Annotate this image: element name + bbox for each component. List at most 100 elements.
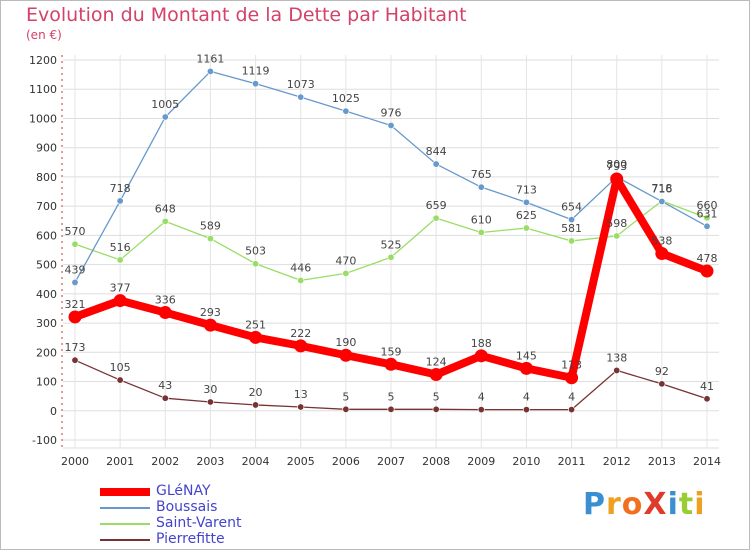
data-point <box>477 406 485 414</box>
proxiti-logo: ProXiti <box>583 487 706 522</box>
data-label: 105 <box>110 361 131 374</box>
data-point <box>339 348 353 362</box>
data-point <box>610 172 624 186</box>
data-label: 610 <box>471 213 492 226</box>
data-point <box>432 214 440 222</box>
data-point <box>432 160 440 168</box>
data-label: 654 <box>561 201 582 214</box>
y-tick-label: 900 <box>36 142 57 155</box>
x-tick-label: 2007 <box>377 455 405 468</box>
x-tick-label: 2004 <box>242 455 270 468</box>
data-label: 598 <box>606 217 627 230</box>
y-tick-label: 200 <box>36 346 57 359</box>
data-point <box>294 339 308 353</box>
data-label: 1161 <box>196 52 224 65</box>
data-label: 793 <box>606 160 627 173</box>
logo-letter: P <box>583 487 606 522</box>
data-label: 5 <box>388 390 395 403</box>
data-point <box>68 310 82 324</box>
data-label: 41 <box>700 380 714 393</box>
data-point <box>161 113 169 121</box>
data-label: 190 <box>335 336 356 349</box>
data-point <box>703 214 711 222</box>
y-tick-label: 800 <box>36 171 57 184</box>
data-point <box>252 80 260 88</box>
data-label: 30 <box>203 383 217 396</box>
chart-title: Evolution du Montant de la Dette par Hab… <box>26 4 467 26</box>
legend-swatch <box>100 488 150 496</box>
data-point <box>429 368 443 382</box>
legend-swatch <box>100 523 150 525</box>
y-tick-label: 600 <box>36 229 57 242</box>
data-label: 718 <box>651 182 672 195</box>
data-label: 446 <box>290 261 311 274</box>
data-point <box>477 228 485 236</box>
data-point <box>568 237 576 245</box>
logo-letter: i <box>667 487 679 522</box>
y-tick-label: 400 <box>36 288 57 301</box>
data-label: 145 <box>516 349 537 362</box>
data-point <box>387 405 395 413</box>
data-point <box>297 93 305 101</box>
data-point <box>658 380 666 388</box>
data-point <box>249 330 263 344</box>
legend-label: Boussais <box>156 499 218 515</box>
logo-letter: r <box>606 487 622 522</box>
data-label: 659 <box>426 199 447 212</box>
data-label: 188 <box>471 337 492 350</box>
y-tick-label: 0 <box>50 405 57 418</box>
data-label: 43 <box>158 379 172 392</box>
data-point <box>568 406 576 414</box>
data-point <box>116 376 124 384</box>
data-label: 538 <box>651 235 672 248</box>
data-point <box>613 232 621 240</box>
data-point <box>655 247 669 261</box>
legend-label: Pierrefitte <box>156 531 225 547</box>
data-label: 13 <box>294 388 308 401</box>
data-label: 92 <box>655 365 669 378</box>
data-label: 800 <box>606 158 627 171</box>
data-label: 648 <box>155 202 176 215</box>
data-point <box>613 366 621 374</box>
y-tick-label: 300 <box>36 317 57 330</box>
data-label: 5 <box>342 390 349 403</box>
data-label: 1005 <box>151 98 179 111</box>
data-label: 631 <box>697 207 718 220</box>
data-label: 718 <box>110 182 131 195</box>
data-point <box>71 240 79 248</box>
x-tick-label: 2000 <box>61 455 89 468</box>
data-point <box>474 349 488 363</box>
data-point <box>342 107 350 115</box>
data-point <box>522 224 530 232</box>
data-label: 4 <box>568 391 575 404</box>
data-label: 4 <box>523 391 530 404</box>
data-point <box>71 356 79 364</box>
data-label: 439 <box>65 263 86 276</box>
data-label: 713 <box>516 183 537 196</box>
x-tick-label: 2003 <box>196 455 224 468</box>
data-label: 293 <box>200 306 221 319</box>
y-tick-label: 1200 <box>29 54 57 67</box>
data-label: 581 <box>561 222 582 235</box>
data-label: 478 <box>697 252 718 265</box>
x-tick-label: 2010 <box>512 455 540 468</box>
data-label: 976 <box>381 106 402 119</box>
x-tick-label: 2001 <box>106 455 134 468</box>
data-label: 525 <box>381 238 402 251</box>
data-point <box>342 405 350 413</box>
x-tick-label: 2014 <box>693 455 721 468</box>
data-label: 765 <box>471 168 492 181</box>
data-point <box>206 235 214 243</box>
data-label: 589 <box>200 220 221 233</box>
data-label: 503 <box>245 245 266 258</box>
unit-label: (en €) <box>26 28 62 42</box>
x-tick-label: 2005 <box>287 455 315 468</box>
data-point <box>432 405 440 413</box>
data-label: 570 <box>65 225 86 238</box>
data-point <box>342 269 350 277</box>
data-label: 222 <box>290 327 311 340</box>
data-point <box>387 253 395 261</box>
logo-letter: o <box>621 487 644 522</box>
